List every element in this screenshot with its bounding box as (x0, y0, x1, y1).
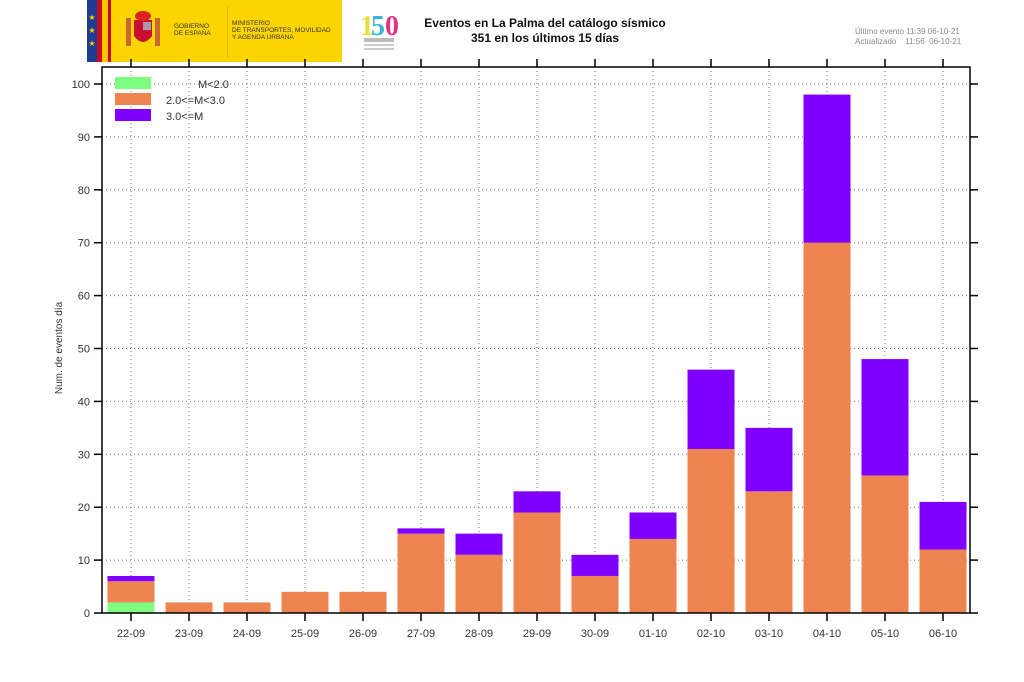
bar-segment (745, 427, 793, 492)
chart-title: Eventos en La Palma del catálogo sísmico (424, 16, 666, 30)
chart-subtitle: 351 en los últimos 15 días (470, 31, 620, 45)
svg-text:5: 5 (371, 11, 385, 42)
x-tick-label: 30-09 (581, 628, 609, 640)
legend-label: 2.0<=M<3.0 (166, 95, 225, 107)
bar-segment (513, 491, 561, 513)
bar-segment (455, 533, 503, 555)
gobierno-label: GOBIERNO DE ESPAÑA (174, 23, 211, 37)
y-tick-label: 50 (78, 344, 90, 356)
x-tick-label: 01-10 (639, 628, 667, 640)
svg-text:1: 1 (360, 11, 374, 42)
y-tick-label: 30 (78, 449, 90, 461)
y-tick-label: 80 (78, 185, 90, 197)
bar-segment (107, 575, 155, 582)
bar-segment (397, 528, 445, 534)
x-tick-label: 03-10 (755, 628, 783, 640)
svg-text:★: ★ (88, 39, 95, 48)
bar-segment (397, 533, 445, 613)
x-tick-label: 05-10 (871, 628, 899, 640)
y-axis-label: Num. de eventos día (54, 301, 65, 394)
bar-segment (339, 591, 387, 613)
grid (102, 67, 970, 613)
ministry-label: MINISTERIO DE TRANSPORTES, MOVILIDAD Y A… (232, 20, 331, 41)
bar-segment (513, 512, 561, 613)
legend-swatch (115, 93, 151, 105)
bar-segment (803, 94, 851, 243)
last-event-text: Último evento 11:39 06-10-21 (855, 27, 960, 36)
x-tick-label: 28-09 (465, 628, 493, 640)
y-tick-label: 20 (78, 502, 90, 514)
x-tick-label: 26-09 (349, 628, 377, 640)
x-tick-label: 29-09 (523, 628, 551, 640)
y-tick-label: 40 (78, 396, 90, 408)
updated-text: Actualizado 11:56 06-10-21 (855, 37, 962, 46)
x-tick-label: 25-09 (291, 628, 319, 640)
bar-segment (223, 602, 271, 613)
x-tick-label: 02-10 (697, 628, 725, 640)
bar-segment (281, 591, 329, 613)
bar-segment (687, 449, 735, 613)
y-tick-label: 60 (78, 291, 90, 303)
plot-frame (101, 66, 971, 614)
bar-segment (861, 359, 909, 476)
bar-segment (803, 242, 851, 613)
coat-of-arms-icon (126, 11, 160, 46)
eu-spain-flag-strip: ★ ★ ★ (87, 0, 111, 62)
svg-text:0: 0 (385, 11, 399, 42)
x-tick-label: 04-10 (813, 628, 841, 640)
bar-segment (571, 554, 619, 576)
y-tick-label: 0 (84, 608, 90, 620)
bar-segment (629, 512, 677, 539)
bar-segment (745, 491, 793, 613)
bar-segment (629, 538, 677, 613)
y-tick-label: 10 (78, 555, 90, 567)
x-tick-label: 27-09 (407, 628, 435, 640)
bars (107, 94, 967, 613)
legend-label: 3.0<=M (166, 111, 203, 123)
bar-segment (919, 501, 967, 550)
ign-150-logo: 1 5 0 (360, 11, 399, 50)
svg-text:★: ★ (88, 26, 95, 35)
bar-segment (455, 554, 503, 613)
legend-swatch (115, 77, 151, 89)
bar-segment (107, 602, 155, 613)
bar-segment (107, 581, 155, 603)
banner-divider (227, 6, 228, 58)
x-tick-label: 22-09 (117, 628, 145, 640)
y-tick-label: 100 (72, 79, 90, 91)
x-tick-label: 06-10 (929, 628, 957, 640)
chart-title-block: Eventos en La Palma del catálogo sísmico… (400, 16, 690, 46)
svg-text:★: ★ (88, 13, 95, 22)
x-tick-label: 23-09 (175, 628, 203, 640)
y-tick-label: 90 (78, 132, 90, 144)
bar-segment (861, 475, 909, 613)
legend: M<2.0 2.0<=M<3.0 3.0<=M (115, 77, 229, 123)
bar-segment (571, 575, 619, 613)
bar-segment (687, 369, 735, 450)
x-tick-label: 24-09 (233, 628, 261, 640)
status-info: Último evento 11:39 06-10-21 Actualizado… (855, 27, 961, 47)
bar-segment (919, 549, 967, 613)
axes: 0 10 20 30 40 50 60 70 80 90 100 22-09 23-09 24-09 25-… (72, 59, 978, 640)
legend-swatch (115, 109, 151, 121)
legend-label: M<2.0 (198, 79, 229, 91)
bar-segment (165, 602, 213, 613)
y-tick-label: 70 (78, 238, 90, 250)
